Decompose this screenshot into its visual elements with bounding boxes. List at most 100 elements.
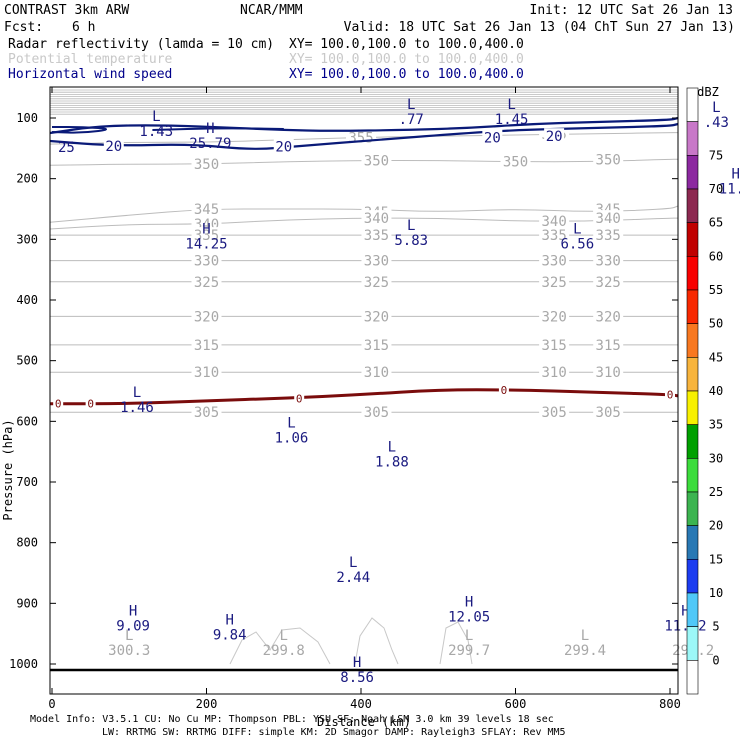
isentrope-label: 320 xyxy=(194,309,219,325)
extremum-value: 1.45 xyxy=(495,112,529,128)
colorbar-tick-label: 50 xyxy=(709,317,723,331)
freezing-level-label: 0 xyxy=(501,384,508,397)
isentrope-label: 315 xyxy=(364,338,389,354)
field-name-wind: Horizontal wind speed xyxy=(8,67,172,82)
isentrope-label: 325 xyxy=(596,275,621,291)
colorbar-swatch xyxy=(687,189,698,223)
center-title: NCAR/MMM xyxy=(240,3,303,18)
y-tick-label: 300 xyxy=(16,232,38,246)
colorbar-tick-label: 60 xyxy=(709,249,723,263)
init-time: Init: 12 UTC Sat 26 Jan 13 xyxy=(530,3,734,18)
x-tick-label: 200 xyxy=(196,697,218,711)
colorbar: dBZ 0 5 10 15 20 25 30 35 40 45 50 55 60 65 70 75 xyxy=(687,85,723,694)
colorbar-swatch xyxy=(687,88,698,122)
extremum-value: 25.79 xyxy=(189,136,231,152)
colorbar-swatch xyxy=(687,256,698,290)
colorbar-tick-label: 75 xyxy=(709,148,723,162)
isentrope-label: 335 xyxy=(364,228,389,244)
isentrope-label: 350 xyxy=(596,152,621,168)
colorbar-swatch xyxy=(687,324,698,358)
extremum-H-symbol: H xyxy=(465,594,473,610)
extremum-H-symbol: H xyxy=(353,655,361,671)
surface-theta-symbol: L xyxy=(125,628,133,644)
extremum-L-symbol: L xyxy=(573,221,581,237)
valid-time: Valid: 18 UTC Sat 26 Jan 13 (04 ChT Sun … xyxy=(344,20,735,35)
extremum-L-symbol: L xyxy=(133,385,141,401)
isentrope-label: 310 xyxy=(596,365,621,381)
colorbar-tick-label: 25 xyxy=(709,485,723,499)
colorbar-swatch xyxy=(687,357,698,391)
cross-section-figure: CONTRAST 3km ARW NCAR/MMM Init: 12 UTC S… xyxy=(0,0,740,740)
colorbar-swatch xyxy=(687,627,698,661)
isentrope-label: 305 xyxy=(541,405,566,421)
extremum-H-symbol: H xyxy=(225,613,233,629)
isentrope-label: 305 xyxy=(194,405,219,421)
isentrope-label: 325 xyxy=(194,275,219,291)
isentrope-label: 330 xyxy=(194,254,219,270)
isotach-label: 20 xyxy=(546,129,563,145)
freezing-level-label: 0 xyxy=(87,398,94,411)
extremum-value: 1.46 xyxy=(120,400,154,416)
x-tick-label: 400 xyxy=(350,697,372,711)
extremum-H-symbol: H xyxy=(202,221,210,237)
extremum-value: 8.56 xyxy=(340,670,374,686)
colorbar-swatch xyxy=(687,526,698,560)
isentrope-label: 310 xyxy=(541,365,566,381)
colorbar-tick-label: 45 xyxy=(709,350,723,364)
extremum-H-symbol: H xyxy=(731,167,739,183)
colorbar-tick-label: 30 xyxy=(709,451,723,465)
colorbar-swatch xyxy=(687,559,698,593)
header: CONTRAST 3km ARW NCAR/MMM Init: 12 UTC S… xyxy=(4,3,735,82)
extremum-value: 12.05 xyxy=(448,609,490,625)
isentrope-label: 330 xyxy=(364,254,389,270)
freezing-level-label: 0 xyxy=(667,389,674,402)
extremum-value: 1.06 xyxy=(275,430,309,446)
colorbar-swatch xyxy=(687,290,698,324)
extremum-L-symbol: L xyxy=(349,555,357,571)
extremum-value: 1.43 xyxy=(139,124,173,140)
extremum-value: 2.44 xyxy=(336,570,370,586)
model-info-line2: LW: RRTMG SW: RRTMG DIFF: simple KM: 2D … xyxy=(102,727,566,738)
colorbar-tick-label: 20 xyxy=(709,519,723,533)
colorbar-tick-label: 40 xyxy=(709,384,723,398)
colorbar-tick-label: 15 xyxy=(709,552,723,566)
y-axis-label: Pressure (hPa) xyxy=(1,419,15,520)
isentrope-label: 350 xyxy=(364,153,389,169)
surface-theta-value: 299.7 xyxy=(448,643,490,659)
extremum-value: .77 xyxy=(399,112,424,128)
surface-theta-symbol: L xyxy=(280,628,288,644)
extremum-L-symbol: L xyxy=(388,440,396,456)
y-tick-label: 900 xyxy=(16,596,38,610)
plot-area: 3553553503503503503453453453403403403403… xyxy=(50,87,740,694)
fcst-value: 6 h xyxy=(72,20,95,35)
extremum-value: .43 xyxy=(704,115,729,131)
isotach-label: 20 xyxy=(275,140,292,156)
extremum-value: 6.56 xyxy=(560,236,594,252)
isentrope-label: 305 xyxy=(364,405,389,421)
freezing-level-label: 0 xyxy=(55,398,62,411)
colorbar-swatch xyxy=(687,223,698,257)
y-tick-label: 500 xyxy=(16,354,38,368)
isentrope-label: 310 xyxy=(194,365,219,381)
isentrope-label: 320 xyxy=(364,309,389,325)
footer: Model Info: V3.5.1 CU: No Cu MP: Thompso… xyxy=(30,714,566,738)
model-title: CONTRAST 3km ARW xyxy=(4,3,129,18)
colorbar-swatch xyxy=(687,492,698,526)
extremum-value: 1.88 xyxy=(375,455,409,471)
field-name-reflectivity: Radar reflectivity (lamda = 10 cm) xyxy=(8,37,274,52)
field-name-theta: Potential temperature xyxy=(8,52,173,67)
isentrope-label: 340 xyxy=(364,211,389,227)
isentrope-label: 350 xyxy=(194,157,219,173)
colorbar-tick-label: 70 xyxy=(709,182,723,196)
isentrope-label: 320 xyxy=(541,309,566,325)
colorbar-swatch xyxy=(687,155,698,189)
y-tick-label: 400 xyxy=(16,293,38,307)
colorbar-swatch xyxy=(687,122,698,156)
y-tick-label: 600 xyxy=(16,414,38,428)
y-tick-label: 700 xyxy=(16,475,38,489)
field-xy-reflectivity: XY= 100.0,100.0 to 100.0,400.0 xyxy=(289,37,524,52)
extremum-value: 14.25 xyxy=(185,236,227,252)
extremum-L-symbol: L xyxy=(407,97,415,113)
colorbar-tick-label: 55 xyxy=(709,283,723,297)
isentrope-label: 355 xyxy=(348,130,373,146)
